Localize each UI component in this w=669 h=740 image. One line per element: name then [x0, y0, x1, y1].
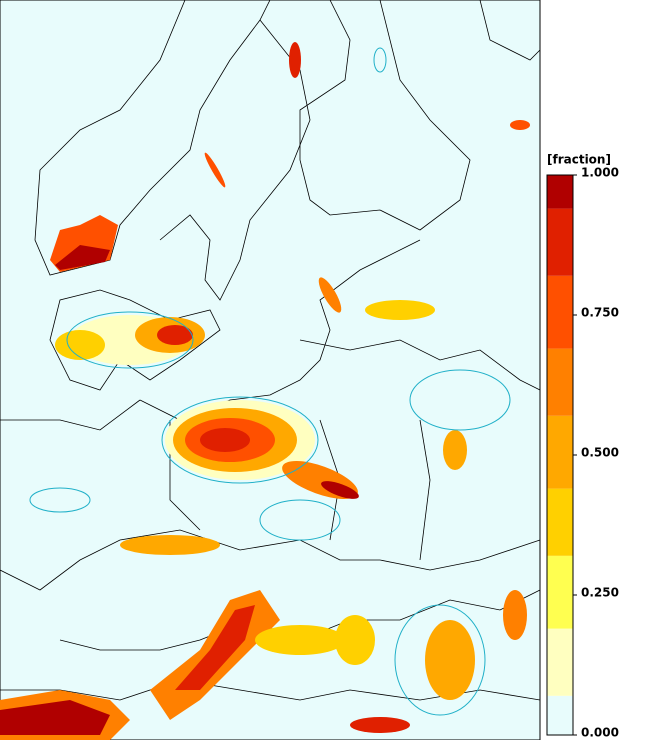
colorbar-band	[547, 415, 573, 489]
colorbar-band	[547, 348, 573, 416]
colorbar-tick-label: 0.250	[581, 586, 619, 600]
colorbar-band	[547, 175, 573, 209]
colorbar-band	[547, 555, 573, 629]
colorbar-tick-label: 0.500	[581, 446, 619, 460]
colorbar-band	[547, 628, 573, 696]
colorbar-tick-label: 0.000	[581, 726, 619, 740]
colorbar-band	[547, 275, 573, 349]
colorbar-band	[547, 208, 573, 276]
colorbar-band	[547, 488, 573, 556]
colorbar-tick-label: 1.000	[581, 166, 619, 180]
colorbar-tick-label: 0.750	[581, 306, 619, 320]
fraction-field	[0, 42, 530, 740]
colorbar-title: [fraction]	[547, 153, 611, 167]
map	[0, 0, 541, 740]
colorbar-band	[547, 695, 573, 735]
colorbar: [fraction] 1.000 0.750 0.500 0.250 0.000	[546, 153, 619, 740]
contours	[29, 47, 511, 716]
